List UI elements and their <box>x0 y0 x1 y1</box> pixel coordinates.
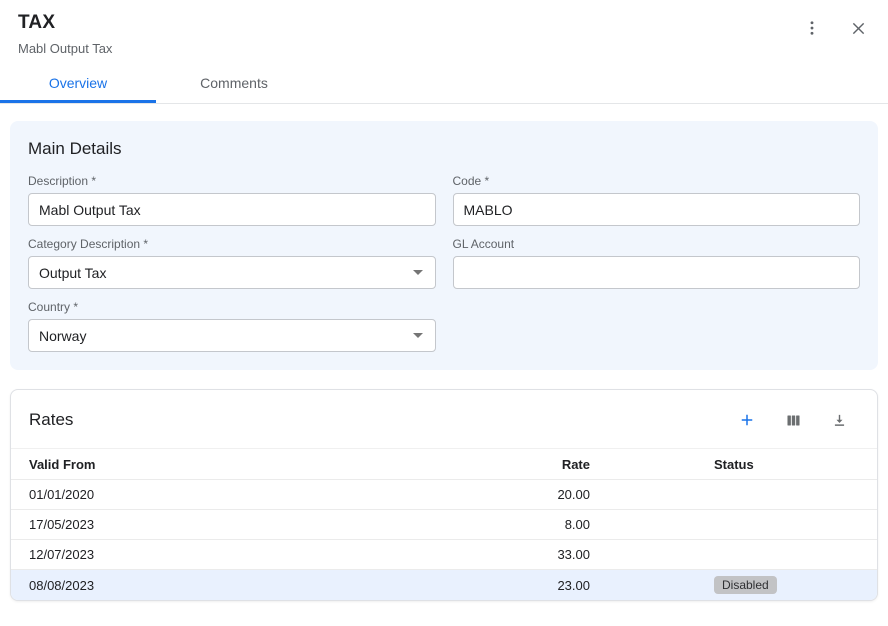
rates-table-body: 01/01/2020 20.00 17/05/2023 8.00 12/07/2023 3… <box>11 480 877 600</box>
country-field-group: Country * Norway <box>28 300 436 352</box>
code-field-group: Code * <box>452 174 860 226</box>
valid-from-cell: 08/08/2023 <box>29 577 95 593</box>
code-input[interactable] <box>452 193 860 226</box>
gl-account-label: GL Account <box>452 237 515 251</box>
columns-icon <box>786 415 800 425</box>
category-description-label: Category Description * <box>28 237 149 251</box>
status-cell: Disabled <box>703 576 877 594</box>
kebab-menu-button[interactable] <box>800 16 824 40</box>
category-description-select[interactable]: Output Tax <box>28 256 436 289</box>
valid-from-cell: 12/07/2023 <box>29 547 95 562</box>
valid-from-cell: 17/05/2023 <box>29 517 95 532</box>
close-button[interactable] <box>846 16 870 40</box>
tab-bar: Overview Comments <box>0 66 888 103</box>
table-row[interactable]: 17/05/2023 8.00 <box>11 510 877 540</box>
country-select[interactable]: Norway <box>28 319 436 352</box>
add-rate-button[interactable] <box>735 408 759 432</box>
chevron-down-icon <box>412 333 423 338</box>
column-header-rate[interactable]: Rate <box>561 456 590 472</box>
description-label: Description * <box>28 174 97 188</box>
rates-panel: Rates <box>10 389 878 601</box>
column-header-valid-from[interactable]: Valid From <box>29 456 96 472</box>
close-icon <box>852 22 864 34</box>
valid-from-cell: 01/01/2020 <box>29 487 95 502</box>
page-title: TAX <box>18 12 56 33</box>
rate-cell: 8.00 <box>564 517 590 532</box>
country-value: Norway <box>39 327 87 344</box>
chevron-down-icon <box>412 270 423 275</box>
main-details-panel: Main Details Description * Code * Catego… <box>10 121 878 370</box>
country-label: Country * <box>28 300 79 314</box>
category-description-field-group: Category Description * Output Tax <box>28 237 436 289</box>
page-subtitle: Mabl Output Tax <box>18 41 113 56</box>
rates-table-header: Valid From Rate Status <box>11 448 877 480</box>
table-row[interactable]: 12/07/2023 33.00 <box>11 540 877 570</box>
rates-title: Rates <box>29 410 74 429</box>
rate-cell: 33.00 <box>557 547 590 562</box>
gl-account-input[interactable] <box>452 256 860 289</box>
table-row[interactable]: 01/01/2020 20.00 <box>11 480 877 510</box>
rates-table: Valid From Rate Status 01/01/2020 20.00 17… <box>11 448 877 600</box>
download-button[interactable] <box>827 408 851 432</box>
add-icon <box>741 414 753 426</box>
kebab-menu-icon <box>810 21 814 35</box>
description-field-group: Description * <box>28 174 436 226</box>
table-row[interactable]: 08/08/2023 23.00 Disabled <box>11 570 877 600</box>
tab-comments[interactable]: Comments <box>156 66 312 103</box>
main-details-title: Main Details <box>28 139 122 158</box>
download-icon <box>834 414 844 426</box>
tab-overview[interactable]: Overview <box>0 66 156 103</box>
description-input[interactable] <box>28 193 436 226</box>
code-label: Code * <box>452 174 490 188</box>
column-header-status[interactable]: Status <box>714 456 754 472</box>
rate-cell: 20.00 <box>557 487 590 502</box>
category-description-value: Output Tax <box>39 264 107 281</box>
dialog-header: TAX Mabl Output Tax Overview Comments <box>0 0 888 104</box>
gl-account-field-group: GL Account <box>452 237 860 289</box>
rate-cell: 23.00 <box>557 577 590 593</box>
column-settings-button[interactable] <box>781 408 805 432</box>
status-badge: Disabled <box>714 576 777 594</box>
